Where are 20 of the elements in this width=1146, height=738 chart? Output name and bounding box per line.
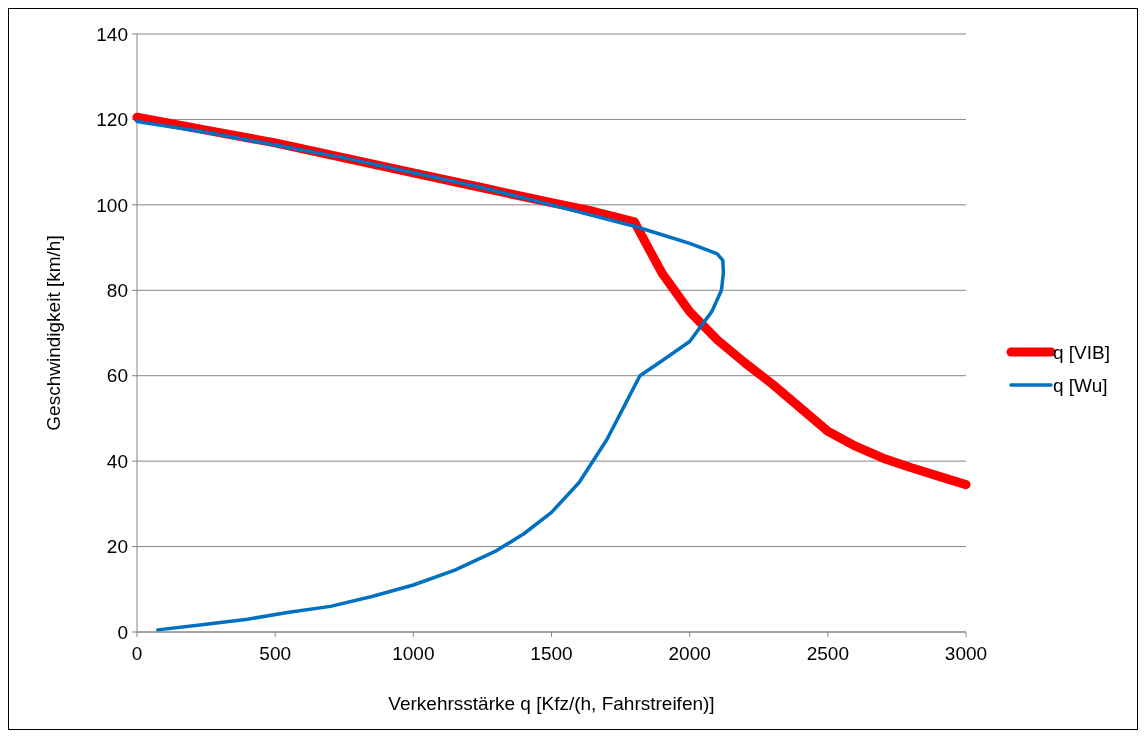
- x-tick-label: 3000: [944, 643, 988, 664]
- y-tick-label: 20: [106, 536, 128, 558]
- x-tick-label: 1000: [392, 643, 435, 664]
- x-tick-label: 500: [259, 643, 292, 664]
- y-tick-label: 120: [96, 109, 128, 131]
- x-tick-label: 0: [131, 643, 143, 664]
- y-tick-label: 140: [96, 23, 128, 45]
- x-tick-label: 2500: [806, 643, 849, 664]
- line-series: [135, 119, 726, 632]
- y-tick-label: 0: [117, 621, 128, 643]
- y-tick-label: 60: [106, 365, 128, 387]
- y-tick-label: 40: [106, 450, 128, 472]
- legend-label: q [Wu]: [1053, 374, 1108, 396]
- x-tick-label: 1500: [530, 643, 573, 664]
- legend-label: q [VIB]: [1053, 341, 1111, 363]
- y-axis-title: Geschwindigkeit [km/h]: [43, 235, 64, 431]
- x-axis-title: Verkehrsstärke q [Kfz/(h, Fahrstreifen)]: [388, 693, 715, 714]
- y-tick-label: 80: [106, 279, 128, 301]
- x-tick-label: 2000: [668, 643, 711, 664]
- y-tick-label: 100: [96, 194, 128, 216]
